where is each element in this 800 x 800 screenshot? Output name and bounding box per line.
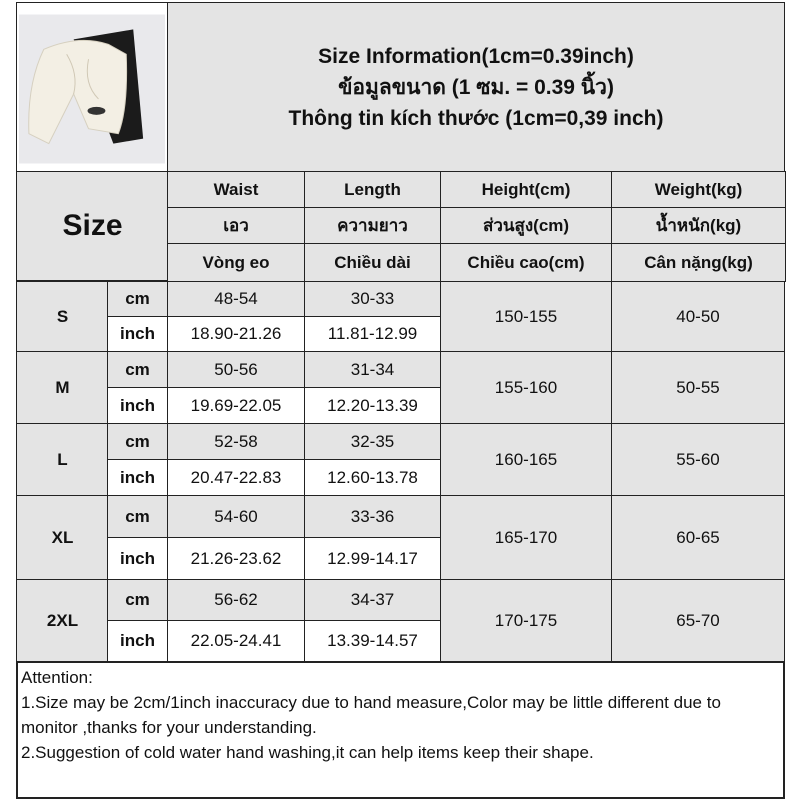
- column-header-th: ความยาว: [304, 207, 441, 244]
- unit-cm-label: cm: [107, 351, 168, 388]
- unit-inch-label: inch: [107, 459, 168, 496]
- shorts-photo-icon: [19, 14, 165, 164]
- column-header-vi: Chiều dài: [304, 243, 441, 282]
- title-en: Size Information(1cm=0.39inch): [318, 45, 634, 68]
- length-inch: 12.99-14.17: [304, 537, 441, 580]
- product-image: [16, 2, 169, 173]
- unit-cm-label: cm: [107, 281, 168, 317]
- column-header-th: น้ำหนัก(kg): [611, 207, 786, 244]
- column-header-en: Height(cm): [440, 171, 612, 208]
- weight-range: 50-55: [611, 351, 785, 424]
- notes-heading: Attention:: [21, 668, 93, 687]
- waist-cm: 56-62: [167, 579, 305, 621]
- size-label: XL: [16, 495, 109, 580]
- height-range: 170-175: [440, 579, 612, 662]
- length-cm: 32-35: [304, 423, 441, 460]
- waist-inch: 22.05-24.41: [167, 620, 305, 662]
- column-header-th: ส่วนสูง(cm): [440, 207, 612, 244]
- unit-inch-label: inch: [107, 387, 168, 424]
- length-inch: 13.39-14.57: [304, 620, 441, 662]
- length-cm: 31-34: [304, 351, 441, 388]
- column-header-th: เอว: [167, 207, 305, 244]
- height-range: 160-165: [440, 423, 612, 496]
- length-cm: 33-36: [304, 495, 441, 538]
- height-range: 165-170: [440, 495, 612, 580]
- unit-inch-label: inch: [107, 620, 168, 662]
- size-label: L: [16, 423, 109, 496]
- height-range: 150-155: [440, 281, 612, 352]
- waist-cm: 50-56: [167, 351, 305, 388]
- length-cm: 30-33: [304, 281, 441, 317]
- unit-inch-label: inch: [107, 537, 168, 580]
- waist-inch: 20.47-22.83: [167, 459, 305, 496]
- column-header-vi: Cân nặng(kg): [611, 243, 786, 282]
- attention-notes: Attention: 1.Size may be 2cm/1inch inacc…: [17, 661, 784, 798]
- title-vi: Thông tin kích thước (1cm=0,39 inch): [288, 107, 664, 130]
- column-header-vi: Chiều cao(cm): [440, 243, 612, 282]
- waist-cm: 48-54: [167, 281, 305, 317]
- column-header-en: Weight(kg): [611, 171, 786, 208]
- weight-range: 55-60: [611, 423, 785, 496]
- size-label: S: [16, 281, 109, 352]
- note-1: 1.Size may be 2cm/1inch inaccuracy due t…: [21, 693, 721, 737]
- waist-cm: 52-58: [167, 423, 305, 460]
- note-2: 2.Suggestion of cold water hand washing,…: [21, 743, 594, 762]
- waist-inch: 21.26-23.62: [167, 537, 305, 580]
- weight-range: 65-70: [611, 579, 785, 662]
- unit-cm-label: cm: [107, 495, 168, 538]
- column-header-en: Length: [304, 171, 441, 208]
- length-inch: 11.81-12.99: [304, 316, 441, 352]
- length-inch: 12.60-13.78: [304, 459, 441, 496]
- waist-inch: 18.90-21.26: [167, 316, 305, 352]
- unit-cm-label: cm: [107, 579, 168, 621]
- title-cell: Size Information(1cm=0.39inch) ข้อมูลขนา…: [167, 2, 785, 173]
- size-label: M: [16, 351, 109, 424]
- weight-range: 60-65: [611, 495, 785, 580]
- column-header-en: Waist: [167, 171, 305, 208]
- length-cm: 34-37: [304, 579, 441, 621]
- title-th: ข้อมูลขนาด (1 ซม. = 0.39 นิ้ว): [338, 76, 614, 99]
- size-label: 2XL: [16, 579, 109, 662]
- length-inch: 12.20-13.39: [304, 387, 441, 424]
- weight-range: 40-50: [611, 281, 785, 352]
- waist-cm: 54-60: [167, 495, 305, 538]
- column-header-vi: Vòng eo: [167, 243, 305, 282]
- height-range: 155-160: [440, 351, 612, 424]
- size-header: Size: [16, 171, 169, 281]
- unit-inch-label: inch: [107, 316, 168, 352]
- unit-cm-label: cm: [107, 423, 168, 460]
- waist-inch: 19.69-22.05: [167, 387, 305, 424]
